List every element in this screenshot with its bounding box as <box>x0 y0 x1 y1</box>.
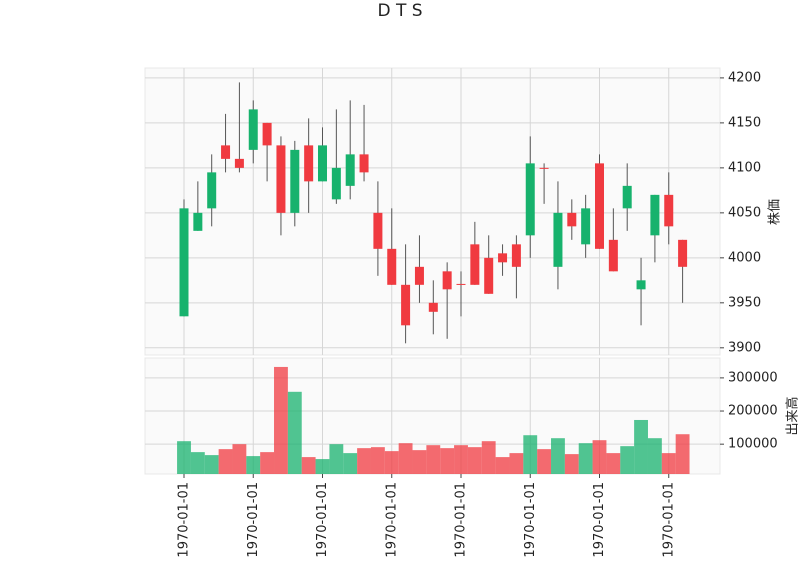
y-tick-label: 4150 <box>728 115 761 130</box>
y-tick-label: 3900 <box>728 340 761 355</box>
candle-body <box>248 109 258 150</box>
volume-bar <box>564 454 579 474</box>
candle-body <box>525 163 535 236</box>
candle-body <box>428 302 438 312</box>
volume-axis-label: 出来高 <box>785 396 800 435</box>
candle-body <box>581 208 591 245</box>
candle-body <box>179 208 189 317</box>
volume-tick-label: 200000 <box>728 404 778 419</box>
candle-body <box>207 172 217 209</box>
x-tick-label: 1970-01-01 <box>177 482 192 558</box>
volume-bar <box>301 457 316 474</box>
volume-bar <box>218 449 233 474</box>
x-tick-label: 1970-01-01 <box>315 482 330 558</box>
candle-body <box>359 154 369 173</box>
x-tick-label: 1970-01-01 <box>523 482 538 558</box>
volume-bar <box>661 453 676 474</box>
volume-bar <box>370 447 385 474</box>
volume-bar <box>412 450 427 474</box>
volume-bar <box>177 441 191 474</box>
candle-body <box>387 248 397 285</box>
volume-bar <box>481 441 496 474</box>
chart-title: D T S <box>377 1 422 21</box>
candle-body <box>650 194 660 236</box>
volume-bar <box>246 456 261 474</box>
y-tick-label: 4050 <box>728 205 761 220</box>
candle-body <box>622 185 632 209</box>
volume-bar <box>495 457 510 474</box>
y-tick-label: 4100 <box>728 160 761 175</box>
y-axis-label: 株価 <box>768 199 783 225</box>
x-tick-label: 1970-01-01 <box>246 482 261 558</box>
candle-body <box>193 212 203 231</box>
volume-bar <box>467 447 482 474</box>
candle-body <box>498 253 508 263</box>
candle-body <box>373 212 383 249</box>
candle-body <box>276 145 286 213</box>
volume-bar <box>384 451 399 474</box>
volume-bar <box>675 434 690 474</box>
candle-body <box>304 145 314 182</box>
candle-body <box>539 167 549 169</box>
candle-body <box>608 239 618 272</box>
y-tick-label: 3950 <box>728 295 761 310</box>
candle-body <box>553 212 563 267</box>
x-tick-label: 1970-01-01 <box>661 482 676 558</box>
volume-bar <box>537 449 552 474</box>
volume-bar <box>204 455 219 474</box>
x-tick-label: 1970-01-01 <box>454 482 469 558</box>
candle-body <box>290 149 300 213</box>
candle-body <box>456 283 466 285</box>
candle-body <box>442 271 452 290</box>
volume-bar <box>232 444 247 474</box>
candle-body <box>262 122 272 146</box>
volume-bar <box>315 459 330 474</box>
candle-body <box>234 158 244 168</box>
volume-bar <box>440 448 455 474</box>
volume-bar <box>620 446 635 474</box>
x-tick-label: 1970-01-01 <box>592 482 607 558</box>
price-panel <box>144 67 721 356</box>
volume-bar <box>274 366 288 474</box>
volume-bar <box>329 444 344 474</box>
volume-bar <box>398 443 413 474</box>
y-tick-label: 4200 <box>728 70 761 85</box>
candle-body <box>401 284 411 326</box>
volume-bar <box>551 438 565 474</box>
volume-bar <box>357 448 371 474</box>
candle-body <box>664 194 674 227</box>
candle-body <box>595 163 604 249</box>
volume-tick-label: 300000 <box>728 370 778 385</box>
candle-body <box>221 145 231 159</box>
volume-bar <box>343 453 358 474</box>
volume-bar <box>606 453 621 474</box>
volume-bar <box>287 391 302 474</box>
candle-body <box>678 239 688 267</box>
candle-body <box>331 167 341 200</box>
candle-body <box>511 244 521 267</box>
volume-bar <box>454 445 468 474</box>
candle-body <box>414 266 424 285</box>
volume-bar <box>426 445 441 474</box>
candle-body <box>636 280 646 290</box>
volume-bar <box>634 419 648 474</box>
candle-body <box>567 212 577 227</box>
volume-bar <box>260 452 275 474</box>
volume-bar <box>523 435 538 474</box>
candle-body <box>470 244 480 285</box>
y-tick-label: 4000 <box>728 250 761 265</box>
volume-bar <box>647 438 662 474</box>
candle-body <box>318 145 327 182</box>
x-tick-label: 1970-01-01 <box>384 482 399 558</box>
volume-bar <box>509 453 524 474</box>
candle-body <box>345 154 355 186</box>
volume-bar <box>578 443 593 474</box>
volume-tick-label: 100000 <box>728 437 778 452</box>
volume-bar <box>592 440 607 474</box>
candle-body <box>484 257 494 294</box>
volume-bar <box>190 452 205 474</box>
